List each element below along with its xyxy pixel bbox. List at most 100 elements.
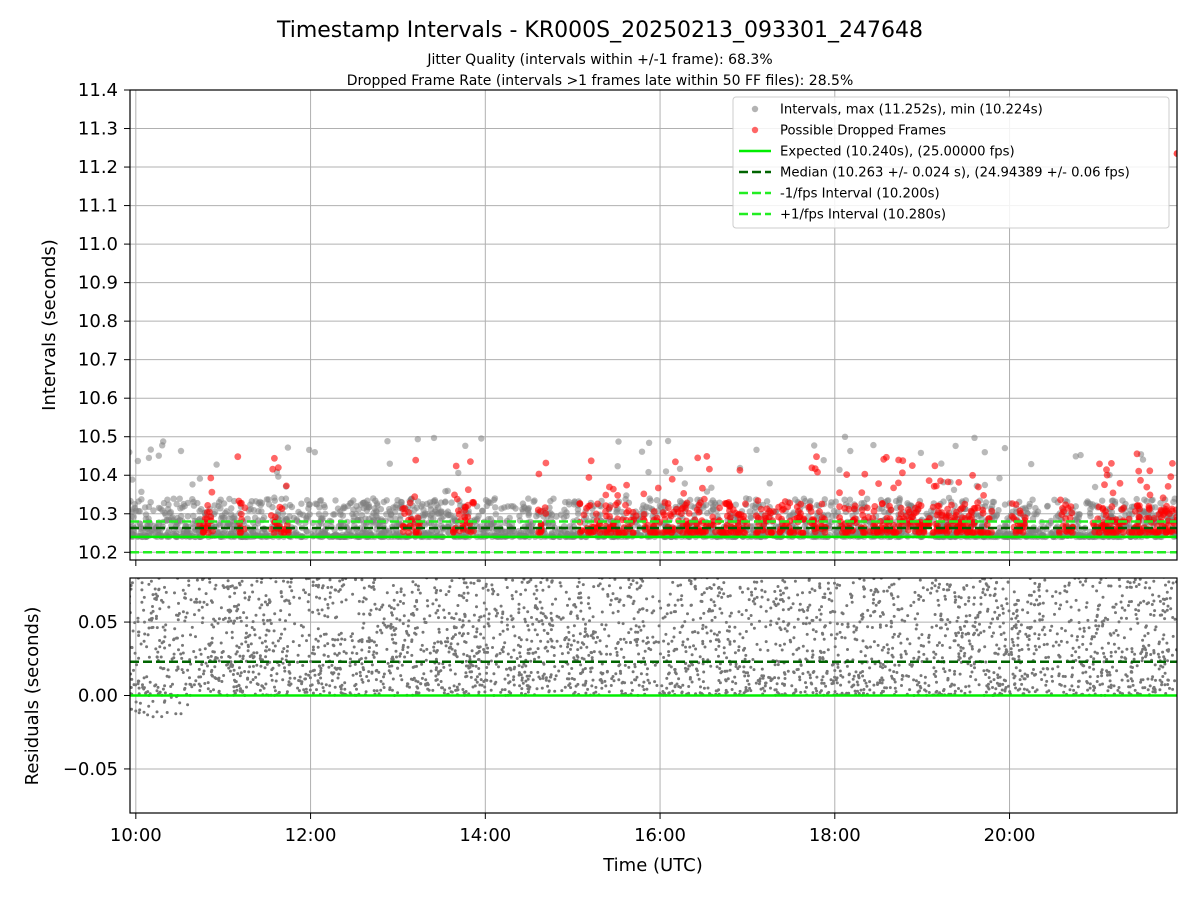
residual-point: [478, 672, 482, 676]
interval-point: [1029, 496, 1036, 503]
interval-point: [615, 438, 622, 445]
residual-point: [151, 605, 154, 608]
residual-point: [1032, 652, 1036, 656]
dropped-frame-point: [1103, 466, 1110, 474]
residual-point: [944, 623, 948, 626]
residual-point: [534, 597, 538, 601]
dropped-frame-point: [904, 526, 912, 534]
residual-point: [799, 690, 803, 694]
intervals-reference-lines: [130, 520, 1177, 554]
residual-point: [184, 682, 188, 686]
residual-point: [755, 595, 759, 599]
residual-point: [1082, 626, 1086, 630]
residual-point: [373, 602, 377, 606]
dropped-frame-point: [1146, 467, 1154, 475]
residual-point: [290, 589, 294, 593]
residual-point: [713, 615, 717, 619]
residual-point: [934, 652, 938, 656]
dropped-frame-point: [877, 517, 884, 525]
interval-point: [130, 476, 136, 483]
residual-point: [464, 671, 468, 675]
residual-point: [519, 592, 523, 596]
residual-point: [156, 594, 159, 598]
residual-point: [878, 678, 882, 682]
residual-point: [810, 587, 814, 591]
dropped-frame-point: [585, 529, 592, 537]
interval-point: [981, 481, 989, 489]
residual-point: [948, 646, 952, 650]
residual-point: [617, 621, 621, 625]
residual-point: [318, 596, 322, 600]
residual-point: [195, 578, 199, 582]
residual-point: [442, 665, 446, 669]
residual-point: [307, 608, 311, 612]
dropped-frame-point: [1136, 514, 1143, 521]
residual-point: [970, 645, 974, 648]
residual-point: [1102, 651, 1106, 655]
dropped-frame-point: [585, 502, 592, 510]
residual-point: [1043, 633, 1047, 637]
residual-point: [203, 682, 207, 685]
residual-point: [154, 683, 158, 687]
interval-point: [134, 457, 142, 465]
dropped-frame-point: [961, 500, 969, 508]
interval-point: [411, 506, 418, 514]
legend-label: Expected (10.240s), (25.00000 fps): [780, 145, 1015, 160]
residual-point: [643, 662, 647, 666]
residual-point: [206, 655, 210, 659]
residual-point: [1092, 667, 1096, 671]
residual-point: [1059, 639, 1063, 643]
residual-point: [970, 670, 974, 674]
residual-point: [536, 647, 540, 651]
dropped-frame-point: [908, 462, 916, 469]
dropped-frame-point: [1118, 506, 1126, 513]
residual-point: [746, 679, 749, 683]
dropped-frame-point: [269, 465, 277, 473]
interval-point: [138, 488, 145, 495]
residual-point: [163, 646, 167, 650]
residual-point: [449, 668, 453, 672]
residual-point: [415, 607, 419, 611]
residual-point: [464, 659, 468, 663]
residual-point: [142, 687, 146, 691]
interval-point: [130, 449, 133, 456]
residual-point: [1137, 603, 1141, 607]
interval-point: [512, 505, 519, 512]
residual-point: [520, 678, 524, 682]
residual-point: [268, 618, 272, 622]
residual-point: [1050, 675, 1054, 678]
interval-point: [1091, 483, 1099, 491]
residual-point: [903, 649, 907, 653]
interval-point: [1072, 503, 1080, 510]
residual-point: [588, 619, 591, 623]
interval-point: [419, 511, 426, 518]
residual-point: [535, 687, 539, 691]
residual-point: [892, 603, 896, 607]
residual-point: [374, 678, 378, 682]
interval-point: [501, 519, 509, 526]
residual-point: [572, 639, 576, 643]
interval-point: [709, 497, 716, 504]
interval-point: [860, 499, 868, 507]
residual-point: [722, 646, 726, 650]
residual-point: [631, 670, 635, 674]
residual-point: [774, 642, 778, 646]
residual-point: [1112, 631, 1116, 635]
residual-point: [434, 657, 438, 661]
residual-point: [814, 687, 818, 690]
dropped-frame-point: [620, 529, 628, 537]
residual-point: [149, 579, 153, 583]
dropped-frame-point: [1167, 473, 1175, 481]
residual-point: [622, 655, 626, 659]
residual-point: [1003, 689, 1007, 693]
residual-point: [274, 679, 278, 683]
residual-point: [859, 650, 863, 654]
interval-point: [226, 495, 233, 503]
residual-point: [733, 651, 737, 655]
residual-point: [639, 628, 643, 632]
residual-point: [648, 681, 651, 685]
residual-point: [891, 596, 895, 600]
dropped-frame-point: [858, 489, 866, 496]
dropped-frame-point: [725, 500, 733, 508]
dropped-frame-point: [1159, 494, 1167, 502]
